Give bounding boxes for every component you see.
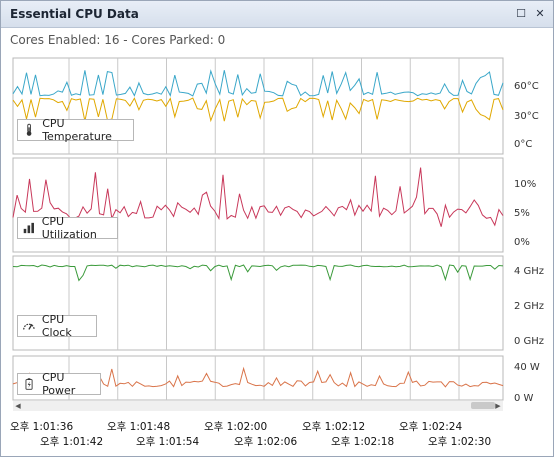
x-tick: 오후 1:02:12 (302, 421, 366, 433)
x-tick: 오후 1:01:48 (107, 421, 171, 433)
scroll-thumb[interactable] (471, 402, 495, 409)
x-tick: 오후 1:02:30 (428, 436, 492, 448)
scroll-right-arrow-icon[interactable]: ▶ (495, 402, 501, 410)
y-tick: 0 W (514, 393, 534, 404)
series-temp-b (12, 97, 504, 123)
y-tick: 0% (514, 237, 530, 248)
panel-label-power: CPU Power (17, 371, 101, 397)
x-tick: 오후 1:02:24 (399, 421, 463, 433)
x-tick: 오후 1:02:00 (204, 421, 268, 433)
panel-label-utilization: CPU Utilization (17, 215, 118, 241)
x-tick: 오후 1:01:42 (40, 436, 104, 448)
series-utilization (12, 167, 504, 227)
series-temp-a (12, 69, 504, 97)
close-button[interactable]: ✕ (535, 7, 545, 20)
panel-label-temperature: CPU Temperature (17, 117, 134, 143)
y-tick: 0°C (514, 139, 533, 150)
panel-label-clock: CPU Clock (17, 313, 97, 339)
horizontal-scrollbar[interactable]: ◀ ▶ (13, 400, 503, 411)
y-tick: 40 W (514, 362, 540, 373)
x-tick: 오후 1:02:18 (331, 436, 395, 448)
speedometer-icon (23, 323, 35, 330)
title-bar: Essential CPU Data ☐ ✕ (1, 1, 553, 28)
y-tick: 60°C (514, 81, 539, 92)
restore-button[interactable]: ☐ (516, 7, 526, 20)
x-tick: 오후 1:01:36 (10, 421, 74, 433)
thermometer-icon (26, 123, 32, 136)
battery-icon (25, 378, 33, 390)
bar-chart-icon (23, 222, 34, 234)
window-title: Essential CPU Data (10, 7, 139, 21)
panel-label-text: CPU Power (42, 371, 76, 397)
x-tick: 오후 1:01:54 (136, 436, 200, 448)
panel-label-text: CPU Temperature (42, 117, 112, 143)
panel-label-text: CPU Utilization (41, 215, 97, 241)
scroll-left-arrow-icon[interactable]: ◀ (15, 402, 21, 410)
panel-label-text: CPU Clock (41, 313, 72, 339)
y-tick: 2 GHz (514, 301, 545, 312)
series-clock (12, 264, 504, 282)
y-tick: 30°C (514, 111, 539, 122)
y-tick: 0 GHz (514, 336, 545, 347)
y-tick: 5% (514, 208, 530, 219)
y-tick: 4 GHz (514, 266, 545, 277)
y-tick: 10% (514, 179, 537, 190)
x-tick: 오후 1:02:06 (234, 436, 298, 448)
cores-status: Cores Enabled: 16 - Cores Parked: 0 (10, 33, 226, 47)
